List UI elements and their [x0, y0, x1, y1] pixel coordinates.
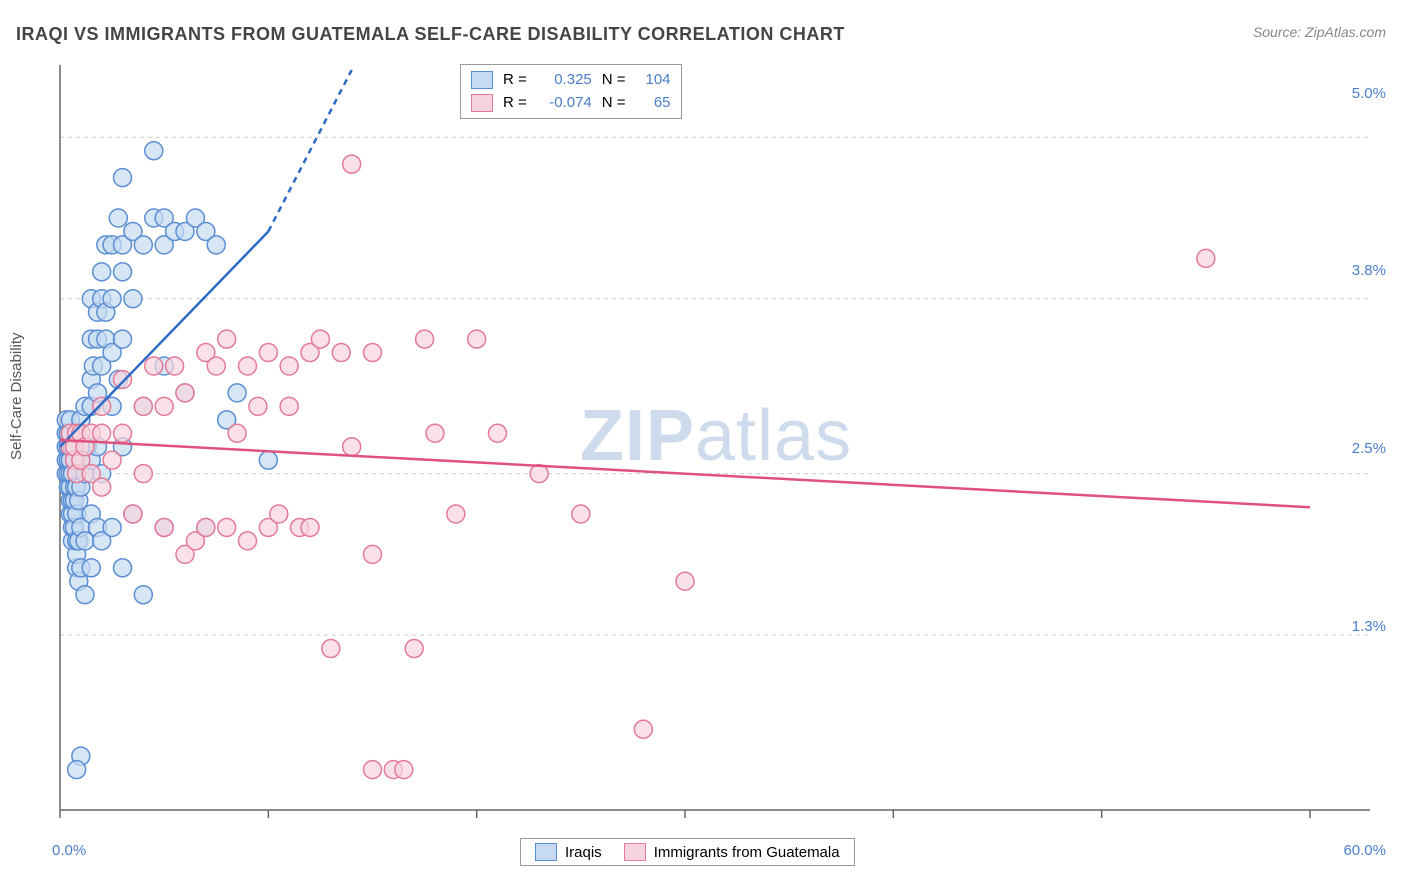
legend-label: Iraqis: [565, 844, 602, 861]
y-tick-label: 2.5%: [1352, 440, 1386, 457]
stats-row-iraqis: R = 0.325 N = 104: [471, 69, 671, 92]
y-tick-label: 3.8%: [1352, 262, 1386, 279]
swatch-icon: [471, 71, 493, 89]
legend-box: Iraqis Immigrants from Guatemala: [520, 838, 855, 866]
swatch-icon: [471, 94, 493, 112]
legend-label: Immigrants from Guatemala: [654, 844, 840, 861]
source-attribution: Source: ZipAtlas.com: [1253, 24, 1386, 40]
legend-item-iraqis: Iraqis: [535, 843, 602, 861]
x-tick-label: 0.0%: [52, 842, 86, 859]
swatch-icon: [624, 843, 646, 861]
legend-item-guatemala: Immigrants from Guatemala: [624, 843, 840, 861]
stats-box: R = 0.325 N = 104 R = -0.074 N = 65: [460, 64, 682, 119]
scatter-chart: [50, 60, 1380, 830]
stats-row-guatemala: R = -0.074 N = 65: [471, 92, 671, 115]
y-tick-label: 5.0%: [1352, 85, 1386, 102]
chart-title: IRAQI VS IMMIGRANTS FROM GUATEMALA SELF-…: [16, 24, 845, 45]
x-tick-label: 60.0%: [1343, 842, 1386, 859]
swatch-icon: [535, 843, 557, 861]
y-axis-label: Self-Care Disability: [8, 332, 25, 460]
chart-container: IRAQI VS IMMIGRANTS FROM GUATEMALA SELF-…: [0, 0, 1406, 892]
y-tick-label: 1.3%: [1352, 618, 1386, 635]
